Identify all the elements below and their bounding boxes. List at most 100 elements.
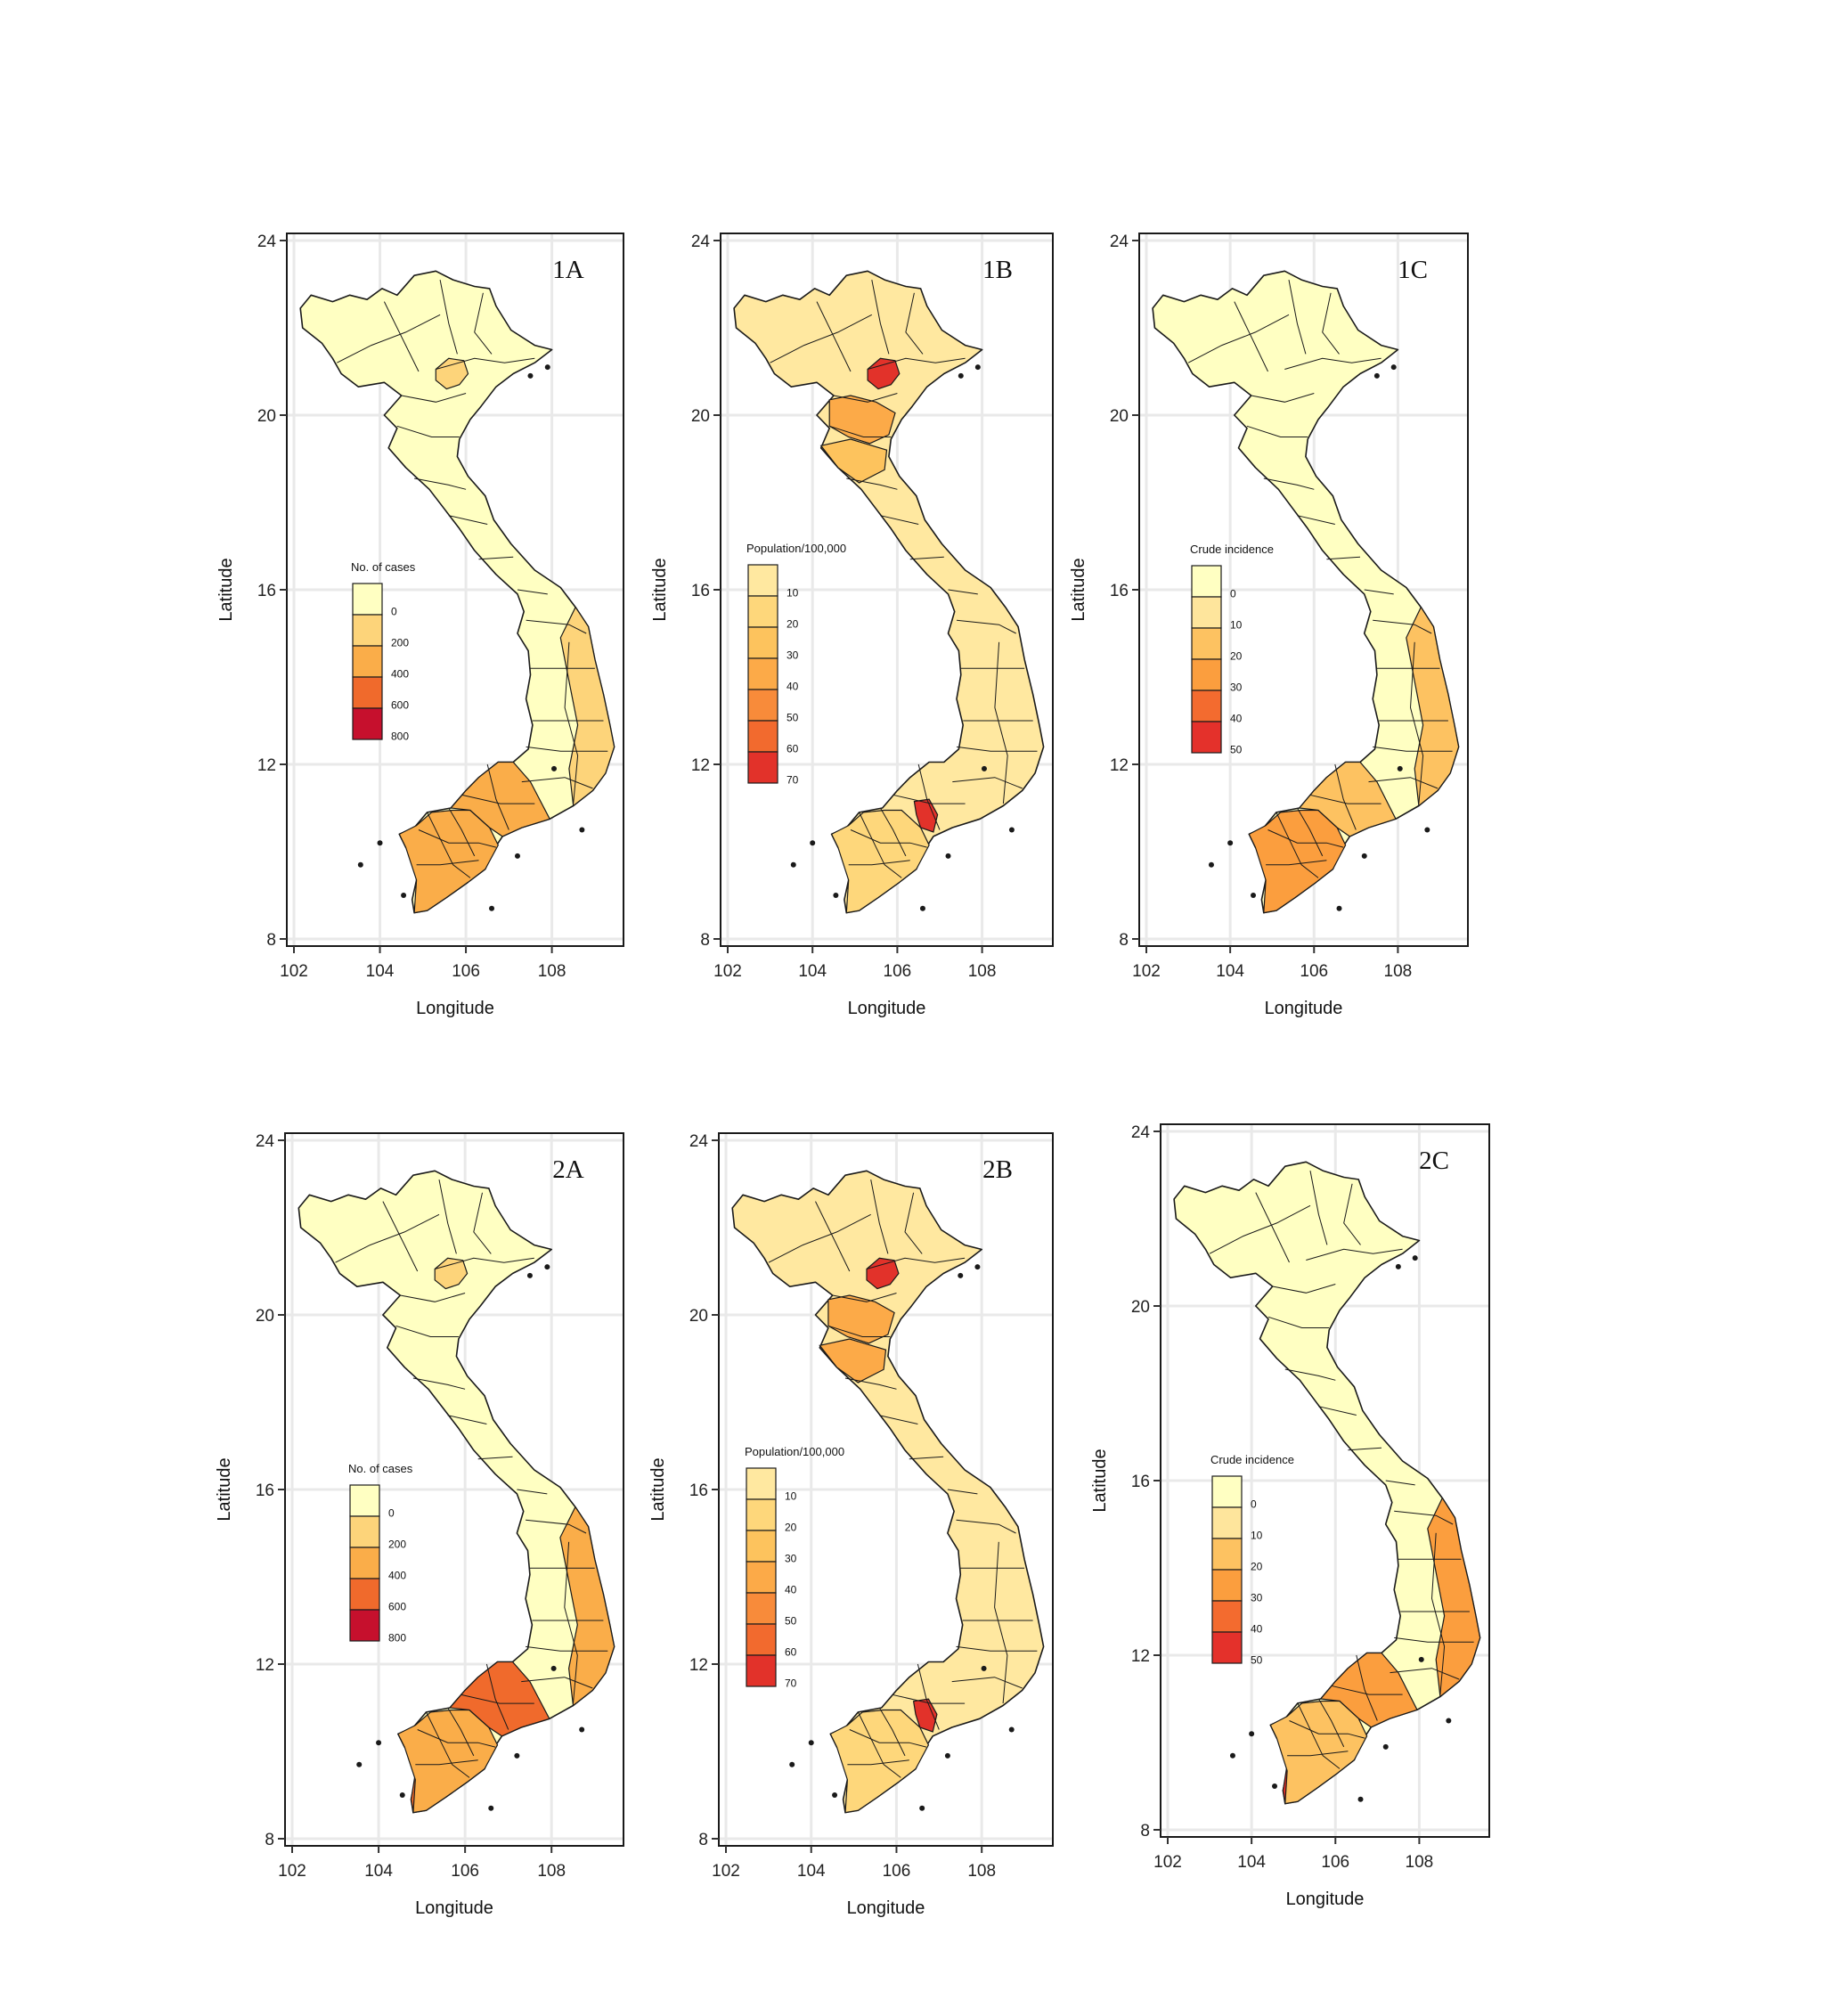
province-boundary: [473, 1192, 492, 1254]
island-mark: [1229, 1752, 1235, 1759]
legend-swatch: [746, 1654, 777, 1687]
legend-swatch: [1211, 1569, 1243, 1602]
legend-swatch: [747, 657, 778, 690]
province-boundary: [460, 1694, 534, 1704]
province-boundary: [448, 515, 488, 525]
legend-swatch: [349, 1578, 380, 1611]
province-boundary: [477, 1456, 513, 1460]
legend-title: Crude incidence: [1210, 1453, 1294, 1466]
province-boundary: [859, 812, 902, 878]
province-boundary: [1251, 393, 1315, 403]
legend-label: 20: [1230, 650, 1243, 663]
legend-title: No. of cases: [351, 560, 416, 574]
legend-title: Population/100,000: [746, 542, 846, 555]
x-tick-label: 106: [884, 962, 912, 981]
legend-label: 600: [388, 1601, 406, 1613]
province-boundary: [1255, 1192, 1290, 1263]
legend-label: 10: [1251, 1530, 1263, 1542]
legend-swatch: [746, 1623, 777, 1656]
province-boundary: [1331, 1685, 1403, 1695]
province-boundary: [1276, 812, 1319, 878]
province-boundary: [426, 1711, 470, 1778]
x-axis-title: Longitude: [415, 1898, 493, 1918]
region-mekong-delta: [398, 809, 499, 914]
province-boundary: [844, 1377, 897, 1390]
island-mark: [1251, 893, 1257, 898]
island-mark: [974, 364, 981, 371]
province-boundary: [1263, 477, 1315, 490]
province-boundary: [435, 1257, 534, 1269]
province-boundary: [1334, 763, 1357, 830]
province-boundary: [956, 619, 1016, 634]
island-mark: [544, 364, 550, 371]
island-mark: [958, 372, 964, 379]
island-mark: [514, 853, 520, 859]
legend-swatch: [747, 595, 778, 628]
province-boundary: [517, 1489, 548, 1495]
legend-swatch: [1191, 721, 1222, 754]
map-panel-2a: 102 104 106 108 8 12 16 20 24 Longitude Latitude 2A…: [215, 1132, 624, 1918]
province-boundary: [1246, 425, 1308, 437]
legend-label: 70: [785, 1677, 797, 1690]
region-red-river-delta-hanoi-: [434, 1257, 469, 1290]
province-boundary: [1288, 280, 1307, 355]
x-axis-title: Longitude: [847, 1898, 925, 1918]
legend-label: 70: [787, 774, 799, 787]
province-boundary: [564, 1541, 578, 1704]
legend-swatch: [746, 1592, 777, 1625]
province-boundary: [878, 1707, 906, 1757]
y-tick-label: 16: [689, 1481, 708, 1500]
legend-swatch: [349, 1547, 380, 1579]
island-mark: [357, 861, 363, 868]
province-boundary: [382, 1201, 419, 1272]
y-tick-label: 24: [256, 1132, 275, 1151]
y-tick-label: 24: [1131, 1123, 1151, 1142]
island-mark: [1373, 372, 1380, 379]
y-tick-label: 16: [256, 1481, 274, 1500]
province-boundary: [526, 1519, 587, 1534]
island-mark: [579, 1726, 585, 1733]
province-boundary: [833, 393, 898, 403]
province-boundary: [1284, 357, 1382, 370]
legend-label: 60: [785, 1646, 797, 1659]
legend: No. of cases 0 200 400 600 800: [351, 560, 416, 743]
island-mark: [1336, 905, 1342, 911]
region-south-central-coast: [559, 606, 615, 807]
province-boundary: [486, 763, 509, 830]
island-mark: [810, 840, 816, 846]
legend: Population/100,000 10 20 30 40 50 60 70: [745, 1445, 844, 1690]
province-boundary: [400, 1293, 466, 1302]
province-boundary: [526, 619, 587, 634]
province-boundary: [849, 1729, 927, 1748]
province-boundary: [485, 1663, 509, 1730]
x-tick-label: 104: [364, 1862, 393, 1881]
island-mark: [1227, 840, 1234, 846]
island-mark: [919, 905, 925, 911]
region-nghe-an: [819, 1338, 887, 1383]
province-boundary: [1326, 556, 1361, 560]
legend-label: 0: [1251, 1498, 1257, 1511]
y-tick-label: 20: [1110, 407, 1129, 426]
x-tick-label: 102: [713, 962, 742, 981]
legend-label: 10: [1230, 619, 1243, 632]
x-tick-label: 108: [1406, 1853, 1434, 1872]
x-tick-label: 102: [1132, 962, 1161, 981]
province-boundary: [427, 812, 471, 878]
province-boundary: [904, 1192, 923, 1254]
panel-label: 2A: [552, 1155, 584, 1184]
x-axis-title: Longitude: [1265, 999, 1343, 1018]
island-mark: [945, 853, 951, 859]
x-tick-label: 108: [967, 1862, 996, 1881]
x-tick-label: 104: [798, 962, 827, 981]
y-tick-label: 16: [257, 582, 276, 600]
province-boundary: [1287, 1751, 1349, 1757]
province-boundary: [956, 1645, 1038, 1652]
x-tick-label: 102: [712, 1862, 740, 1881]
x-tick-label: 108: [1384, 962, 1413, 981]
province-boundary: [412, 1377, 466, 1390]
x-tick-label: 106: [883, 1862, 911, 1881]
province-boundary: [517, 589, 548, 595]
legend-swatch: [747, 689, 778, 722]
x-tick-label: 104: [797, 1862, 826, 1881]
map-panel-1c: 102 104 106 108 8 12 16 20 24 Longitude Latitude 1C…: [1069, 233, 1469, 1018]
